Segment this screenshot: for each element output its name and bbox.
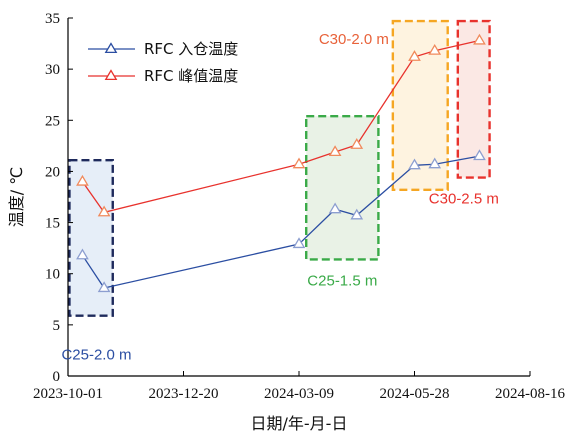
data-point-marker [76,248,89,260]
data-point-marker [328,145,342,157]
data-point-marker [350,138,364,149]
y-axis-title: 温度/ ℃ [7,167,26,227]
x-tick-label: 2024-05-28 [380,386,450,402]
y-tick-label: 0 [53,369,61,385]
data-point-marker [350,208,364,220]
y-tick-label: 20 [45,164,60,180]
data-point-marker [328,202,342,214]
x-tick-label: 2024-08-16 [495,386,565,402]
data-point-marker [292,237,306,249]
data-point-marker [76,174,89,186]
x-axis-title: 日期/年-月-日 [251,414,348,433]
series-layer [76,33,486,293]
y-tick-label: 35 [45,11,60,27]
data-point-marker [97,281,111,293]
y-tick-label: 5 [53,318,61,334]
data-point-marker [428,157,442,169]
legend-marker [104,69,118,81]
region-label: C30-2.0 m [319,31,389,48]
region-box [305,114,380,261]
y-tick-label: 25 [45,113,60,129]
data-point-marker [408,50,421,61]
legend-label: RFC 峰值温度 [144,67,238,85]
y-tick-label: 15 [45,216,60,232]
labels-layer: C25-2.0 m C25-1.5 m C30-2.0 m C30-2.5 m [61,31,498,364]
legend-label: RFC 入仓温度 [144,40,238,58]
x-tick-label: 2023-10-01 [33,386,103,402]
data-point-marker [473,33,486,45]
data-point-marker [473,149,486,161]
region-box [68,158,114,317]
legend: RFC 入仓温度 RFC 峰值温度 [88,40,238,85]
region-box [456,19,491,179]
y-tick-label: 30 [45,62,60,78]
region-label: C25-2.0 m [61,347,131,364]
region-label: C30-2.5 m [429,191,499,208]
x-tick-label: 2023-12-20 [149,386,219,402]
data-point-marker [97,205,111,217]
region-label: C25-1.5 m [307,272,377,289]
axes-layer: 0 5 10 15 20 25 30 35 2023-10-01 2023-12-20 2024-0… [33,11,565,402]
data-point-marker [408,158,421,170]
data-point-marker [428,43,442,55]
x-tick-label: 2024-03-09 [264,386,334,402]
y-tick-label: 10 [45,267,60,283]
regions-layer [68,19,491,317]
legend-marker [104,42,118,54]
data-point-marker [292,157,306,169]
